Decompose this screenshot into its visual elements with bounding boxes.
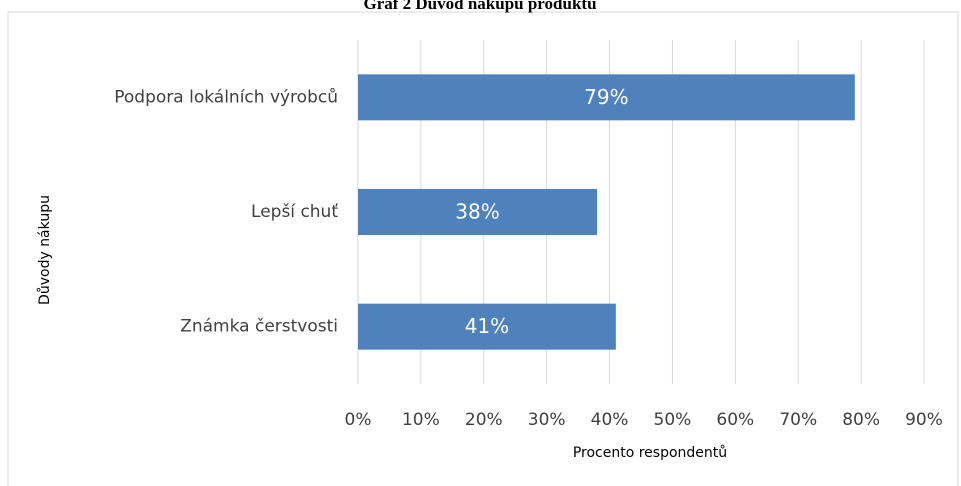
x-axis-title: Procento respondentů bbox=[573, 445, 727, 461]
x-tick-label: 30% bbox=[528, 410, 566, 430]
x-tick-label: 10% bbox=[402, 410, 440, 430]
data-label: 41% bbox=[465, 314, 509, 338]
bar bbox=[358, 189, 597, 235]
x-tick-label: 60% bbox=[716, 410, 754, 430]
y-tick-label: Podpora lokálních výrobců bbox=[114, 87, 338, 107]
x-tick-label: 40% bbox=[591, 410, 629, 430]
y-tick-label: Známka čerstvosti bbox=[180, 317, 338, 337]
x-tick-label: 50% bbox=[654, 410, 692, 430]
y-axis-title: Důvody nákupu bbox=[37, 195, 53, 305]
y-tick-label: Lepší chuť bbox=[251, 202, 338, 222]
bar bbox=[358, 303, 616, 350]
x-tick-label: 20% bbox=[465, 410, 503, 430]
x-tick-label: 80% bbox=[842, 410, 880, 430]
chart-title: Graf 2 Důvod nákupu produktu bbox=[363, 0, 596, 13]
data-label: 79% bbox=[584, 85, 628, 109]
x-tick-label: 90% bbox=[905, 410, 943, 430]
bar bbox=[358, 74, 855, 121]
x-tick-label: 70% bbox=[779, 410, 817, 430]
x-tick-label: 0% bbox=[345, 410, 372, 430]
chart-frame bbox=[7, 11, 959, 486]
data-label: 38% bbox=[455, 200, 499, 224]
